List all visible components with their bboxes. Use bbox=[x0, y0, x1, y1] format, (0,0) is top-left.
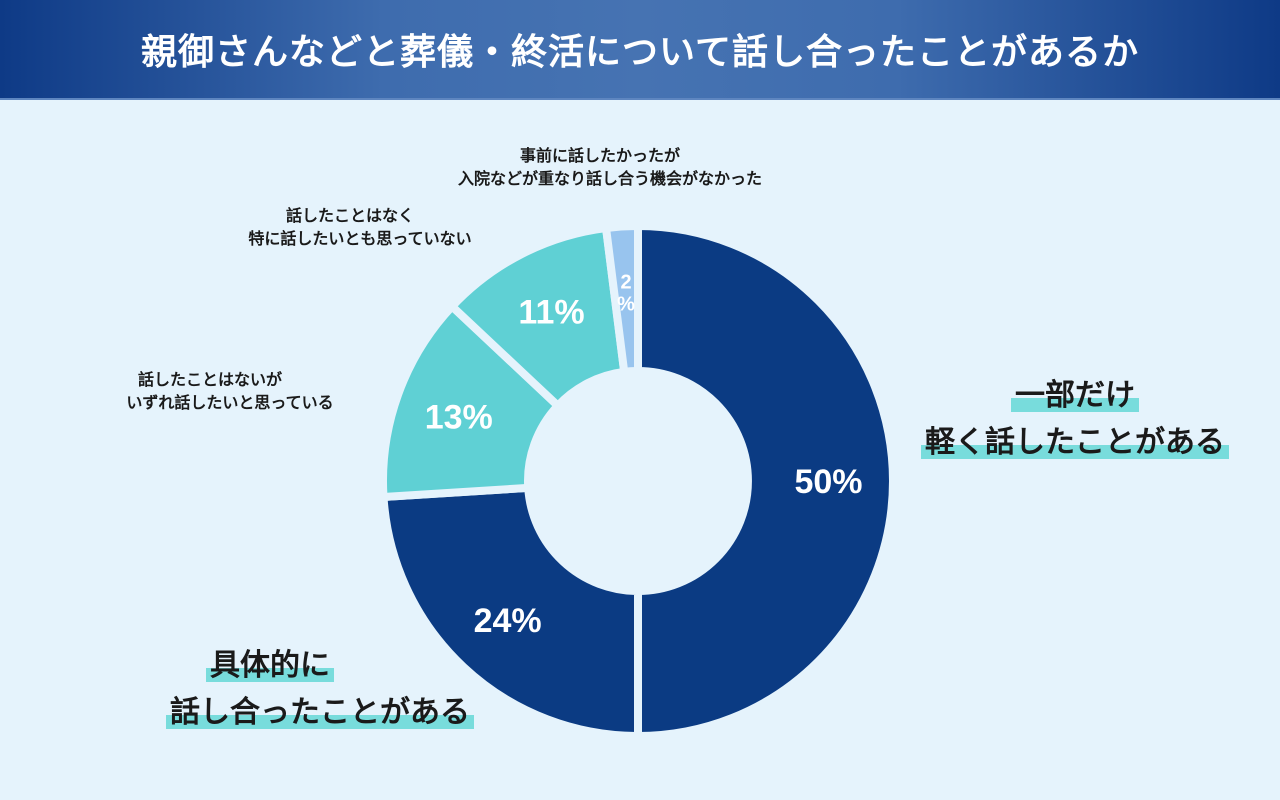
slice-value-label: % bbox=[617, 293, 635, 315]
chart-title: 親御さんなどと葬儀・終活について話し合ったことがあるか bbox=[141, 31, 1139, 72]
label-line: いずれ話したいと思っている bbox=[126, 395, 334, 413]
label-line: 入院などが重なり話し合う機会がなかった bbox=[457, 171, 762, 189]
label-line: 話し合ったことがある bbox=[166, 695, 474, 729]
slice-value-label: 50% bbox=[794, 463, 862, 501]
donut-slice bbox=[601, 221, 642, 377]
slice-value-label: 13% bbox=[425, 398, 493, 436]
donut-slice bbox=[379, 483, 642, 741]
label-want-someday: 話したことはないが いずれ話したいと思っている bbox=[80, 369, 380, 415]
label-no-intention: 話したことはなく 特に話したいとも思っていない bbox=[200, 205, 520, 251]
label-line: 話したことはなく bbox=[285, 208, 414, 225]
title-banner: 親御さんなどと葬儀・終活について話し合ったことがあるか bbox=[0, 0, 1280, 100]
label-line: 事前に話したかったが bbox=[519, 148, 680, 165]
label-line: 具体的に bbox=[206, 649, 334, 682]
label-line: 話したことはないが bbox=[137, 372, 282, 389]
slice-value-label: 2 bbox=[621, 271, 632, 293]
slice-value-label: 24% bbox=[474, 602, 542, 640]
label-line: 軽く話したことがある bbox=[921, 425, 1229, 459]
donut-slice bbox=[634, 221, 897, 741]
label-partial: 一部だけ 軽く話したことがある bbox=[905, 373, 1245, 466]
donut-slice bbox=[446, 223, 629, 412]
label-line: 一部だけ bbox=[1011, 379, 1139, 412]
label-line: 特に話したいとも思っていない bbox=[248, 231, 472, 249]
slice-value-label: 11% bbox=[518, 293, 584, 331]
donut-slice bbox=[379, 300, 564, 502]
label-missed-chance: 事前に話したかったが 入院などが重なり話し合う機会がなかった bbox=[420, 145, 800, 191]
label-concrete: 具体的に 話し合ったことがある bbox=[140, 643, 500, 736]
